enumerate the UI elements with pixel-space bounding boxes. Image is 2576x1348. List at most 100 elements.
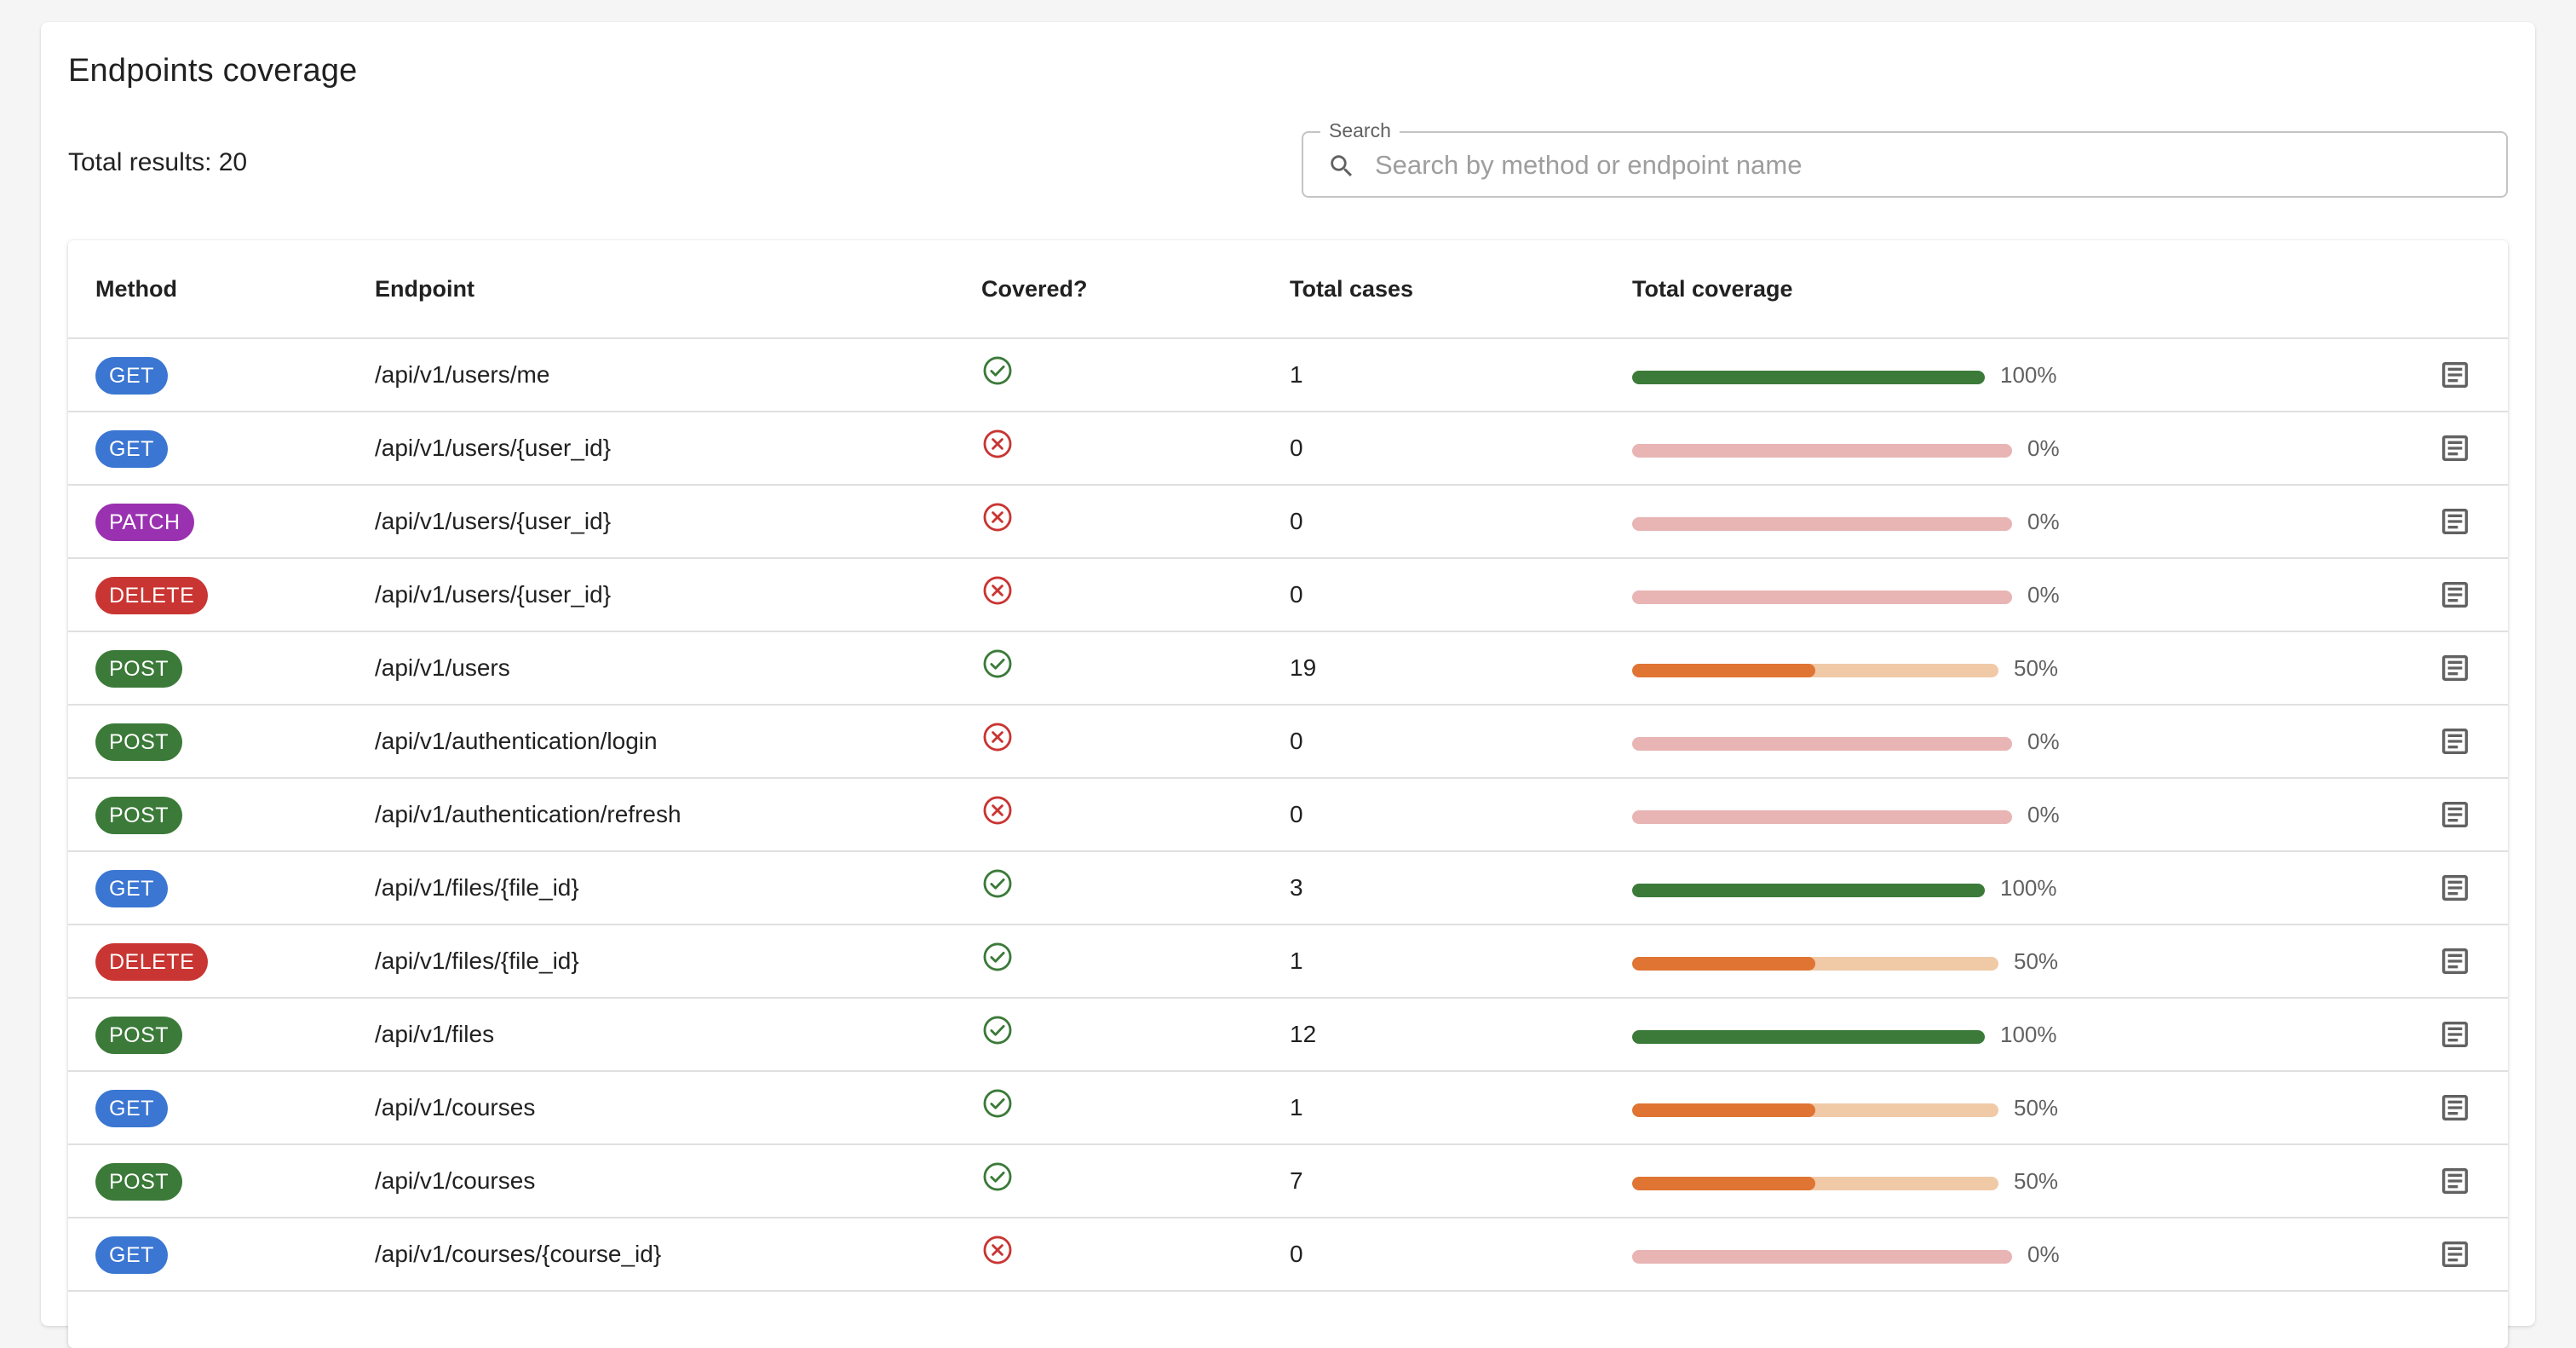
coverage-percent: 50% xyxy=(2014,1095,2059,1120)
coverage-percent: 50% xyxy=(2014,948,2059,974)
endpoint-path: /api/v1/users xyxy=(375,654,510,681)
endpoints-table: Method Endpoint Covered? Total cases Tot… xyxy=(68,240,2508,1348)
method-badge: GET xyxy=(95,1090,168,1127)
method-badge: POST xyxy=(95,1163,183,1201)
table-header: Method Endpoint Covered? Total cases Tot… xyxy=(68,240,2508,339)
coverage-bar-fill xyxy=(1632,1103,1815,1117)
coverage-percent: 0% xyxy=(2027,1241,2060,1267)
total-cases: 0 xyxy=(1290,1241,1303,1267)
endpoint-path: /api/v1/authentication/refresh xyxy=(375,801,681,827)
cancel-circle-icon xyxy=(983,576,1012,605)
check-circle-icon xyxy=(983,356,1012,385)
check-circle-icon xyxy=(983,942,1012,971)
coverage-bar xyxy=(1632,957,1998,971)
endpoint-path: /api/v1/files/{file_id} xyxy=(375,948,579,974)
check-circle-icon xyxy=(983,869,1012,898)
endpoint-path: /api/v1/users/{user_id} xyxy=(375,508,612,534)
document-list-icon[interactable] xyxy=(2438,431,2472,465)
cancel-circle-icon xyxy=(983,723,1012,752)
coverage-bar xyxy=(1632,884,1985,897)
method-badge: GET xyxy=(95,357,168,395)
coverage-percent: 0% xyxy=(2027,435,2060,461)
coverage-percent: 50% xyxy=(2014,1168,2059,1194)
column-header-method[interactable]: Method xyxy=(95,276,177,302)
table-row[interactable]: POST/api/v1/files 12 100% xyxy=(68,999,2508,1072)
coverage-bar-fill xyxy=(1632,884,1985,897)
table-row[interactable]: POST/api/v1/users 19 50% xyxy=(68,632,2508,706)
document-list-icon[interactable] xyxy=(2438,1237,2472,1271)
search-input[interactable] xyxy=(1373,141,2484,189)
table-row[interactable]: DELETE/api/v1/files/{file_id} 1 50% xyxy=(68,925,2508,999)
coverage-percent: 50% xyxy=(2014,655,2059,681)
check-circle-icon xyxy=(983,1089,1012,1118)
total-cases: 1 xyxy=(1290,948,1303,974)
document-list-icon[interactable] xyxy=(2438,578,2472,612)
search-icon xyxy=(1331,155,1353,177)
table-row[interactable]: GET/api/v1/users/me 1 100% xyxy=(68,339,2508,412)
cancel-circle-icon xyxy=(983,1236,1012,1264)
document-list-icon[interactable] xyxy=(2438,1017,2472,1051)
method-badge: PATCH xyxy=(95,504,194,541)
method-badge: POST xyxy=(95,797,183,834)
coverage-bar xyxy=(1632,1030,1985,1044)
document-list-icon[interactable] xyxy=(2438,798,2472,832)
document-list-icon[interactable] xyxy=(2438,871,2472,905)
table-row[interactable]: GET/api/v1/courses/{course_id} 0 0% xyxy=(68,1218,2508,1292)
coverage-percent: 0% xyxy=(2027,509,2060,534)
endpoint-path: /api/v1/authentication/login xyxy=(375,728,658,754)
table-row[interactable]: POST/api/v1/courses 7 50% xyxy=(68,1145,2508,1218)
document-list-icon[interactable] xyxy=(2438,1091,2472,1125)
coverage-bar-fill xyxy=(1632,1030,1985,1044)
coverage-bar-fill xyxy=(1632,664,1815,677)
column-header-total-cases[interactable]: Total cases xyxy=(1290,276,1414,302)
coverage-bar xyxy=(1632,444,2012,458)
document-list-icon[interactable] xyxy=(2438,724,2472,758)
column-header-total-coverage[interactable]: Total coverage xyxy=(1632,276,1793,302)
total-cases: 1 xyxy=(1290,1094,1303,1120)
total-cases: 0 xyxy=(1290,728,1303,754)
endpoint-path: /api/v1/users/me xyxy=(375,361,550,388)
document-list-icon[interactable] xyxy=(2438,651,2472,685)
total-cases: 0 xyxy=(1290,435,1303,461)
cancel-circle-icon xyxy=(983,503,1012,532)
check-circle-icon xyxy=(983,649,1012,678)
coverage-bar xyxy=(1632,371,1985,384)
method-badge: POST xyxy=(95,1017,183,1054)
document-list-icon[interactable] xyxy=(2438,504,2472,539)
coverage-percent: 0% xyxy=(2027,582,2060,608)
endpoint-path: /api/v1/files xyxy=(375,1021,495,1047)
table-row[interactable]: GET/api/v1/users/{user_id} 0 0% xyxy=(68,412,2508,486)
search-field[interactable]: Search xyxy=(1302,119,2508,198)
table-row[interactable]: GET/api/v1/files/{file_id} 3 100% xyxy=(68,852,2508,925)
coverage-percent: 100% xyxy=(2000,1022,2057,1047)
table-row[interactable]: PATCH/api/v1/users/{user_id} 0 0% xyxy=(68,486,2508,559)
total-cases: 7 xyxy=(1290,1167,1303,1194)
total-cases: 0 xyxy=(1290,581,1303,608)
document-list-icon[interactable] xyxy=(2438,358,2472,392)
endpoint-path: /api/v1/users/{user_id} xyxy=(375,435,612,461)
coverage-bar xyxy=(1632,737,2012,751)
coverage-bar xyxy=(1632,590,2012,604)
table-row[interactable]: GET/api/v1/courses 1 50% xyxy=(68,1072,2508,1145)
column-header-endpoint[interactable]: Endpoint xyxy=(375,276,474,302)
check-circle-icon xyxy=(983,1016,1012,1045)
coverage-bar-fill xyxy=(1632,1177,1815,1190)
endpoint-path: /api/v1/files/{file_id} xyxy=(375,874,579,901)
coverage-percent: 100% xyxy=(2000,362,2057,388)
coverage-bar xyxy=(1632,1103,1998,1117)
table-row[interactable]: DELETE/api/v1/users/{user_id} 0 0% xyxy=(68,559,2508,632)
table-row[interactable]: POST/api/v1/authentication/login 0 0% xyxy=(68,706,2508,779)
coverage-bar xyxy=(1632,810,2012,824)
document-list-icon[interactable] xyxy=(2438,1164,2472,1198)
total-cases: 1 xyxy=(1290,361,1303,388)
cancel-circle-icon xyxy=(983,796,1012,825)
document-list-icon[interactable] xyxy=(2438,944,2472,978)
table-row[interactable]: POST/api/v1/authentication/refresh 0 0% xyxy=(68,779,2508,852)
endpoint-path: /api/v1/courses/{course_id} xyxy=(375,1241,662,1267)
coverage-percent: 0% xyxy=(2027,729,2060,754)
column-header-covered[interactable]: Covered? xyxy=(981,276,1088,302)
cancel-circle-icon xyxy=(983,429,1012,458)
total-cases: 19 xyxy=(1290,654,1317,681)
endpoint-path: /api/v1/courses xyxy=(375,1167,536,1194)
method-badge: POST xyxy=(95,723,183,761)
